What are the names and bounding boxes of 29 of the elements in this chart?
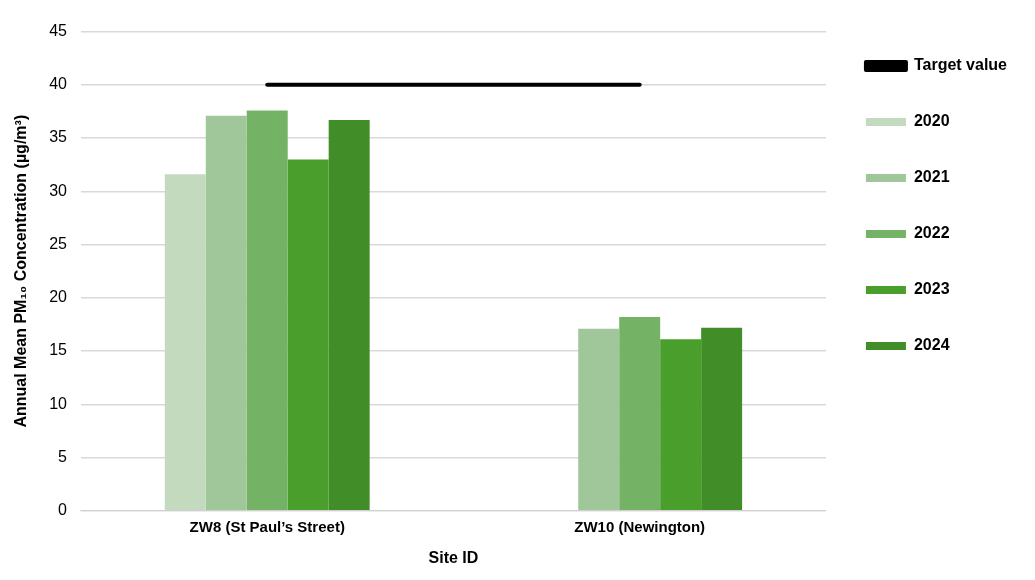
bar — [246, 110, 288, 511]
y-tick-label: 20 — [49, 288, 68, 306]
bar — [578, 328, 620, 511]
y-tick-label: 0 — [58, 501, 68, 519]
legend-label: 2023 — [913, 280, 950, 298]
y-tick-label: 25 — [49, 234, 68, 252]
legend-label: 2020 — [913, 112, 950, 130]
bar — [287, 159, 329, 511]
legend-label: 2024 — [913, 336, 950, 354]
y-tick-label: 35 — [49, 128, 68, 146]
x-tick-label: ZW8 (St Paul’s Street) — [189, 517, 345, 535]
legend-label: 2022 — [913, 224, 950, 242]
bar — [660, 339, 702, 511]
x-tick-label: ZW10 (Newington) — [574, 517, 706, 535]
bar — [328, 119, 370, 511]
bar — [205, 115, 247, 511]
y-tick-label: 10 — [49, 394, 68, 412]
x-axis-title: Site ID — [428, 548, 479, 566]
legend-label: 2021 — [913, 168, 950, 186]
bar — [164, 174, 206, 511]
y-tick-label: 30 — [49, 181, 68, 199]
y-tick-label: 45 — [49, 22, 68, 40]
y-axis-title: Annual Mean PM₁₀ Concentration (µg/m³) — [12, 114, 30, 428]
bar — [619, 316, 661, 511]
y-tick-label: 5 — [58, 447, 68, 465]
bar — [701, 327, 743, 511]
y-tick-label: 15 — [49, 341, 68, 359]
legend-label: Target value — [913, 56, 1008, 74]
y-tick-label: 40 — [49, 75, 68, 93]
